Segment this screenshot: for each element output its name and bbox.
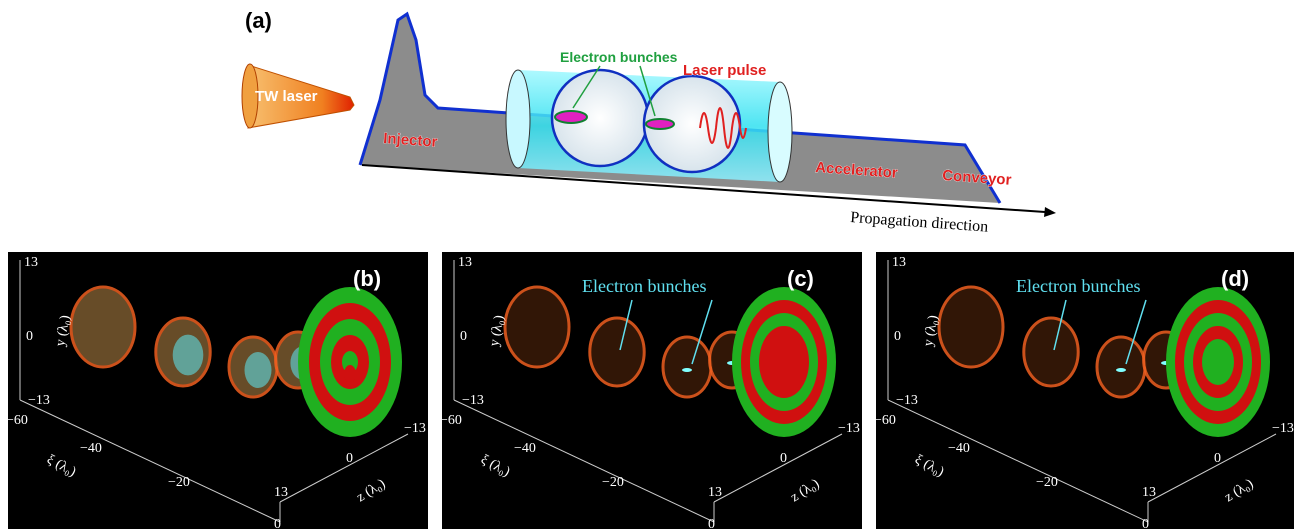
z-tick-label: −13 — [838, 421, 860, 436]
xi-tick-label: −60 — [6, 413, 28, 428]
z-tick-label: −13 — [1272, 421, 1294, 436]
panel-label: (d) — [1221, 266, 1249, 291]
laser-label: TW laser — [255, 88, 318, 105]
y-tick-label: −13 — [28, 393, 50, 408]
bubble — [505, 287, 569, 367]
z-tick-label: −13 — [404, 421, 426, 436]
bubble-core — [173, 335, 204, 376]
figure: (a) TW laser Electron bunches Laser puls… — [0, 0, 1294, 529]
bubble — [590, 318, 644, 386]
panel-label: (b) — [353, 266, 381, 291]
propagation-label: Propagation direction — [850, 209, 989, 236]
y-tick-label: 13 — [892, 255, 906, 270]
y-tick-label: −13 — [462, 393, 484, 408]
xi-tick-label: −40 — [514, 441, 536, 456]
cylinder-end — [506, 70, 530, 168]
annotation: Electron bunches — [1016, 276, 1140, 296]
electron-bunch — [682, 368, 692, 372]
y-tick-label: 0 — [26, 329, 33, 344]
z-tick-label: 0 — [346, 451, 353, 466]
bubble — [1097, 337, 1145, 397]
electron-bunch — [1116, 368, 1126, 372]
xi-tick-label: −40 — [948, 441, 970, 456]
xi-tick-label: 0 — [708, 517, 715, 529]
electron-bunch — [555, 111, 587, 123]
xi-tick-label: −20 — [1036, 475, 1058, 490]
z-tick-label: 13 — [708, 485, 722, 500]
z-tick-label: 0 — [780, 451, 787, 466]
xi-tick-label: −60 — [440, 413, 462, 428]
panel-a: (a) TW laser Electron bunches Laser puls… — [242, 8, 1056, 236]
panel-label: (c) — [787, 266, 814, 291]
pulse-label: Laser pulse — [683, 62, 766, 79]
xi-tick-label: −40 — [80, 441, 102, 456]
disk-ring — [759, 326, 809, 398]
panel-label: (a) — [245, 8, 272, 33]
xi-tick-label: −60 — [874, 413, 896, 428]
y-tick-label: 13 — [458, 255, 472, 270]
z-tick-label: 0 — [1214, 451, 1221, 466]
xi-tick-label: 0 — [274, 517, 281, 529]
bubble — [663, 337, 711, 397]
bubble-core — [245, 352, 272, 388]
disk-ring — [1202, 339, 1234, 385]
bubble — [71, 287, 135, 367]
disk-core — [344, 365, 356, 383]
xi-tick-label: −20 — [602, 475, 624, 490]
annotation: Electron bunches — [582, 276, 706, 296]
y-tick-label: −13 — [896, 393, 918, 408]
xi-tick-label: −20 — [168, 475, 190, 490]
y-tick-label: 0 — [460, 329, 467, 344]
bunches-label: Electron bunches — [560, 49, 678, 65]
cylinder-end — [768, 82, 792, 182]
xi-tick-label: 0 — [1142, 517, 1149, 529]
y-tick-label: 0 — [894, 329, 901, 344]
electron-bunch — [646, 119, 674, 129]
y-tick-label: 13 — [24, 255, 38, 270]
arrowhead — [1044, 207, 1056, 217]
z-tick-label: 13 — [1142, 485, 1156, 500]
z-tick-label: 13 — [274, 485, 288, 500]
bubble — [939, 287, 1003, 367]
bubble — [1024, 318, 1078, 386]
